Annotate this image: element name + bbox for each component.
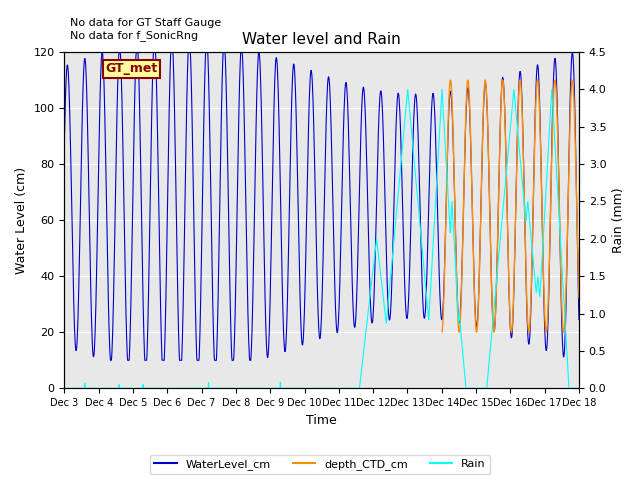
Rain [575,385,583,391]
X-axis label: Time: Time [307,414,337,427]
Y-axis label: Water Level (cm): Water Level (cm) [15,167,28,274]
Rain [469,385,477,391]
WaterLevel_cm [515,90,522,96]
depth_CTD_cm [575,295,583,301]
Rain [163,385,170,391]
WaterLevel_cm [575,317,583,323]
Rain [515,133,522,139]
Y-axis label: Rain (mm): Rain (mm) [612,187,625,253]
Line: Rain: Rain [65,89,579,388]
depth_CTD_cm [468,211,476,217]
Text: No data for GT Staff Gauge
No data for f_SonicRng: No data for GT Staff Gauge No data for f… [70,18,221,41]
WaterLevel_cm [163,231,171,237]
Text: GT_met: GT_met [106,62,158,75]
Rain [404,86,412,92]
WaterLevel_cm [402,308,410,314]
Rain [175,385,182,391]
Rain [232,385,240,391]
WaterLevel_cm [115,49,123,55]
WaterLevel_cm [107,358,115,363]
Line: depth_CTD_cm: depth_CTD_cm [442,80,579,332]
Rain [61,385,68,391]
Title: Water level and Rain: Water level and Rain [243,32,401,47]
WaterLevel_cm [176,358,184,363]
depth_CTD_cm [514,118,522,124]
Line: WaterLevel_cm: WaterLevel_cm [65,52,579,360]
WaterLevel_cm [469,241,477,247]
WaterLevel_cm [61,136,68,142]
WaterLevel_cm [233,205,241,211]
Legend: WaterLevel_cm, depth_CTD_cm, Rain: WaterLevel_cm, depth_CTD_cm, Rain [150,455,490,474]
Rain [401,114,409,120]
